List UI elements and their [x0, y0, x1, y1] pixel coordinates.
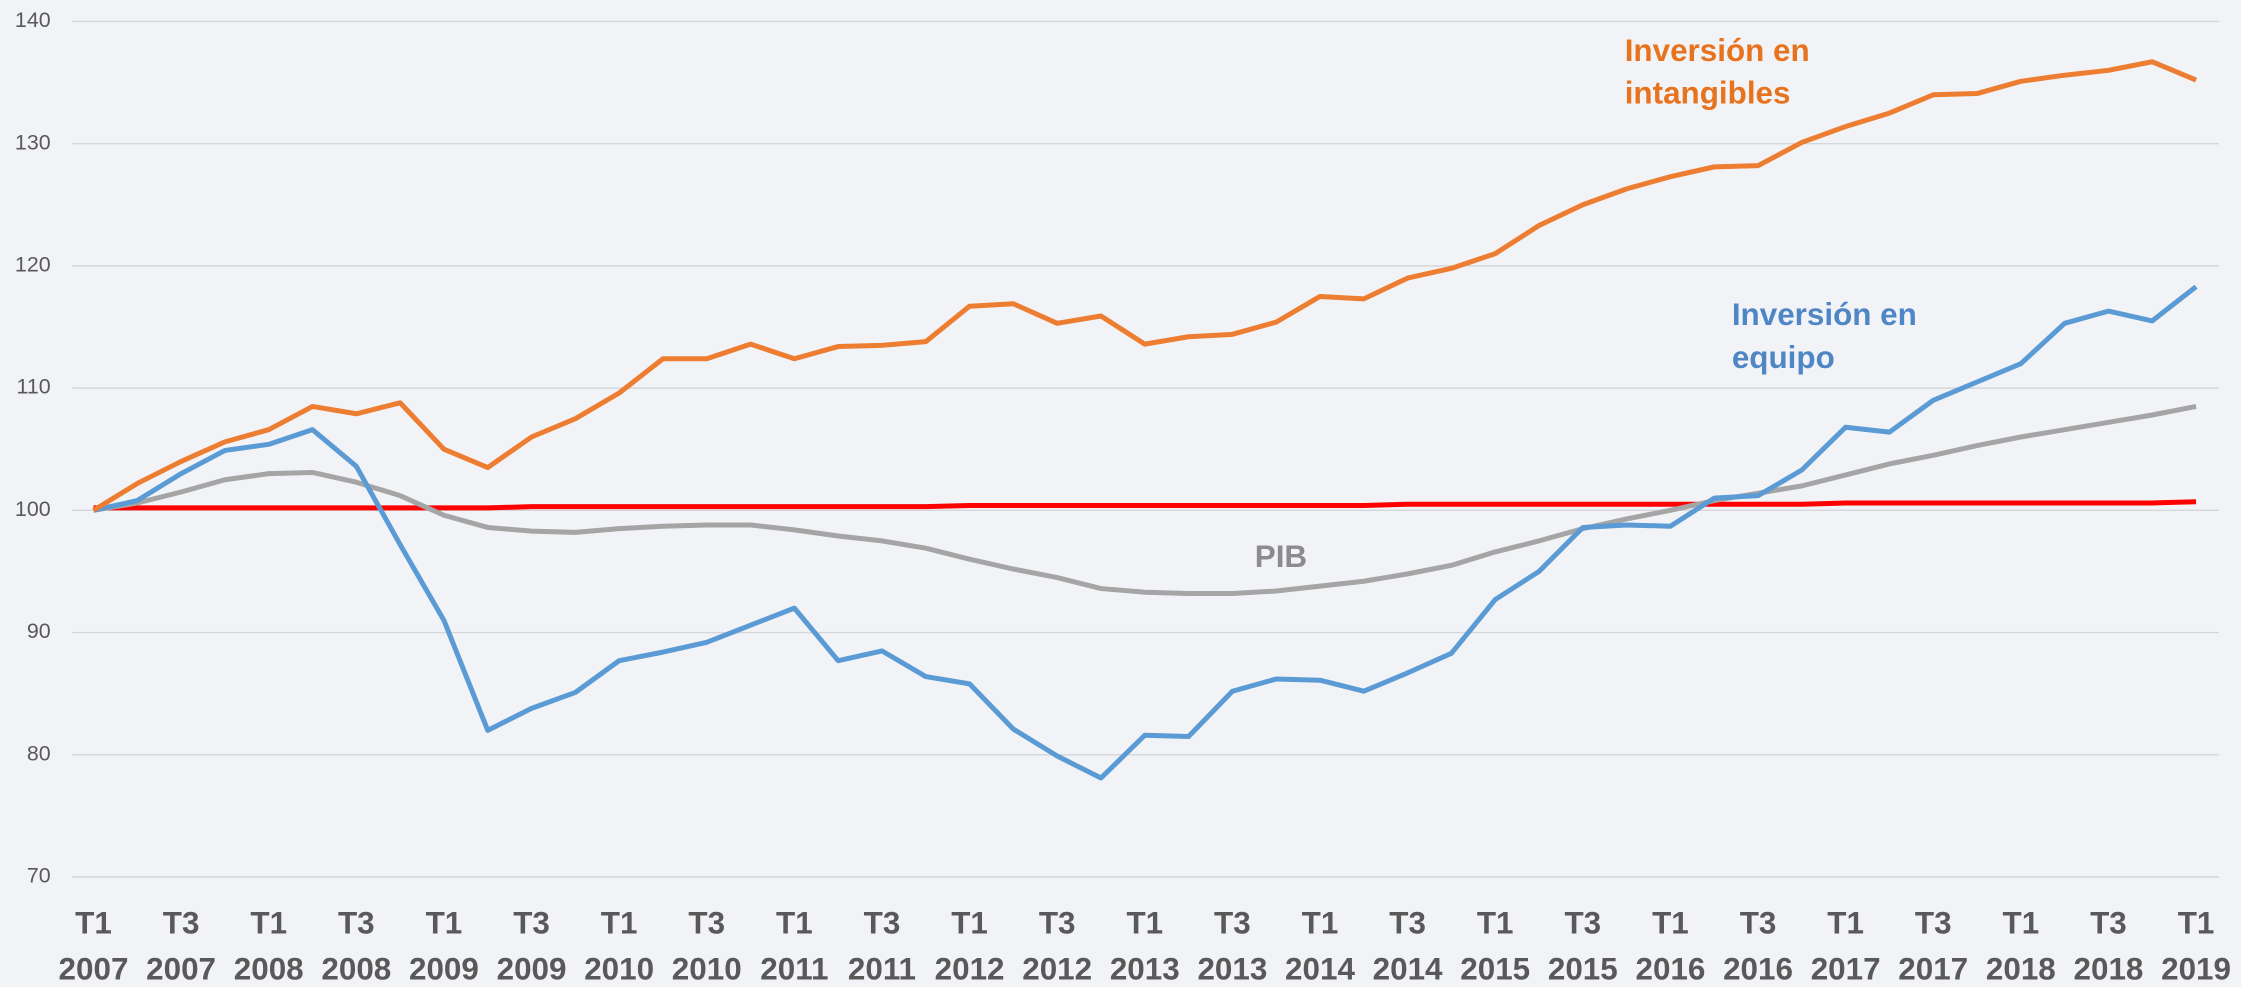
y-tick-label: 110: [17, 375, 51, 399]
x-tick-label: T3 2014: [1373, 906, 1443, 987]
series-label: Inversión en equipo: [1732, 297, 1917, 375]
x-tick-label: T1 2014: [1285, 906, 1355, 987]
series-line: [92, 284, 2198, 781]
x-tick-label: T1 2007: [59, 906, 129, 987]
x-tick-label: T3 2017: [1898, 906, 1968, 987]
series-label: Inversión en intangibles: [1625, 33, 1810, 111]
x-tick-label: T1 2015: [1460, 906, 1530, 987]
y-tick-label: 130: [15, 130, 51, 154]
y-tick-label: 70: [27, 864, 51, 888]
y-tick-label: 140: [15, 8, 51, 32]
x-tick-label: T1 2019: [2161, 906, 2231, 987]
y-tick-label: 120: [15, 253, 51, 277]
y-tick-label: 80: [27, 741, 51, 765]
x-tick-label: T3 2010: [672, 906, 742, 987]
x-tick-label: T3 2009: [497, 906, 567, 987]
y-tick-label: 90: [27, 619, 51, 643]
x-tick-label: T3 2008: [321, 906, 391, 987]
x-tick-label: T3 2018: [2074, 906, 2144, 987]
x-tick-label: T3 2015: [1548, 906, 1618, 987]
x-tick-label: T1 2013: [1110, 906, 1180, 987]
x-tick-label: T3 2007: [146, 906, 216, 987]
x-tick-label: T3 2012: [1022, 906, 1092, 987]
series-line: [92, 59, 2198, 513]
x-tick-label: T1 2016: [1635, 906, 1705, 987]
x-tick-label: T1 2018: [1986, 906, 2056, 987]
x-tick-label: T1 2008: [234, 906, 304, 987]
x-tick-label: T3 2011: [848, 906, 916, 987]
x-tick-label: T1 2009: [409, 906, 479, 987]
x-tick-label: T1 2011: [760, 906, 828, 987]
x-tick-label: T1 2012: [935, 906, 1005, 987]
series-label: PIB: [1255, 539, 1307, 574]
x-tick-label: T3 2013: [1197, 906, 1267, 987]
y-tick-label: 100: [15, 497, 51, 521]
series-line: [93, 499, 2197, 511]
x-tick-label: T3 2016: [1723, 906, 1793, 987]
series-line: [93, 403, 2197, 596]
x-tick-label: T1 2017: [1811, 906, 1881, 987]
x-tick-label: T1 2010: [584, 906, 654, 987]
